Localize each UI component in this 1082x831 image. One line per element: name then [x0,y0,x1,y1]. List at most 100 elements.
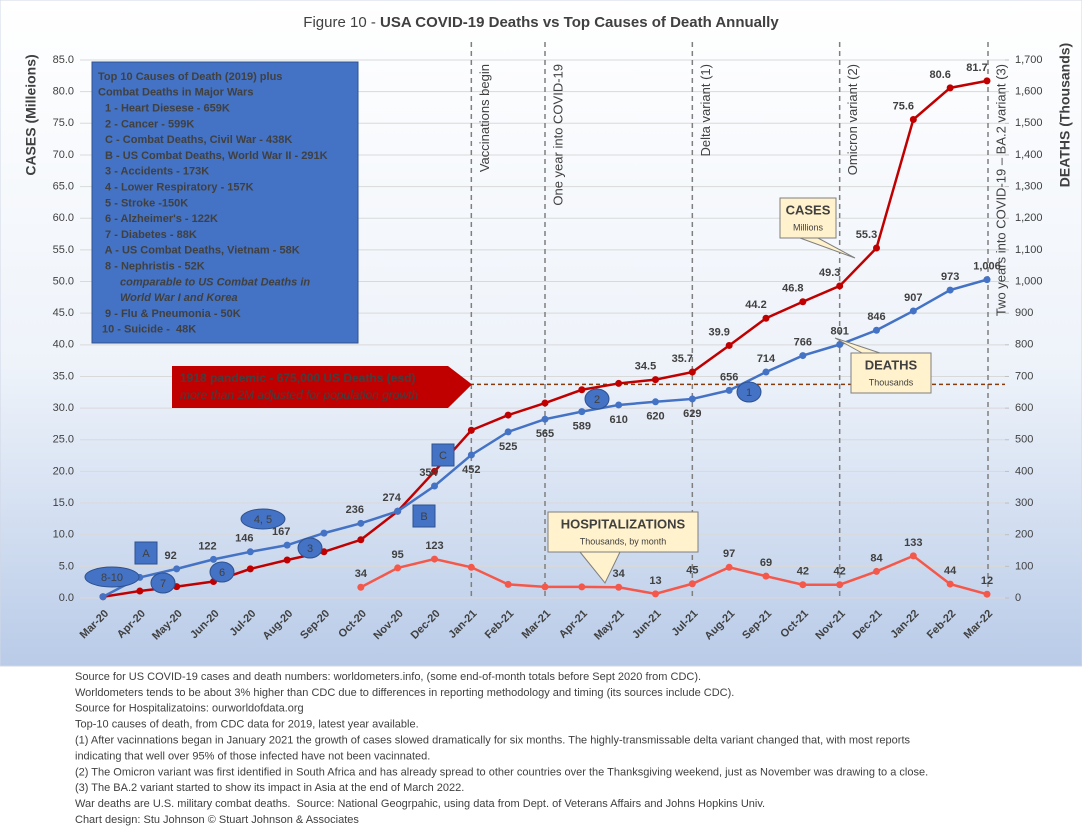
badge-label: 1 [746,387,752,399]
series-marker [909,115,917,123]
footnote: (2) The Omicron variant was first identi… [75,766,928,778]
data-label: 44.2 [745,299,766,311]
legend-sublabel: Thousands [869,377,914,387]
info-box-line: 5 - Stroke -150K [102,197,188,209]
series-marker [467,451,475,459]
series-marker [873,326,880,334]
series-marker [946,580,954,588]
y-tick-label: 25.0 [53,434,74,446]
y-tick-label: 0.0 [59,592,74,604]
y2-tick-label: 800 [1015,339,1033,351]
data-label: 97 [723,548,735,560]
series-marker [357,536,365,544]
badge [584,388,610,410]
y2-tick-label: 1,100 [1015,244,1043,256]
series-marker [836,341,844,349]
series-marker [431,467,438,475]
data-label: 39.9 [708,326,729,338]
y-tick-label: 75.0 [53,117,74,129]
data-label: 55.3 [856,229,877,241]
reference-note: more than 2M adjusted for population gro… [180,388,418,402]
data-label: 45 [686,565,698,577]
y2-tick-label: 1,600 [1015,86,1043,98]
series-marker [983,590,991,598]
series-marker [946,84,954,92]
legend-sublabel: Thousands, by month [580,536,667,546]
series-marker [210,555,217,563]
y-tick-label: 65.0 [53,180,74,192]
legend-label: DEATHS [865,357,918,372]
info-box-line: A - US Combat Deaths, Vietnam - 58K [102,245,300,257]
series-marker [652,590,659,598]
y2-tick-label: 400 [1015,465,1033,477]
series-marker [283,556,291,564]
data-label: 714 [757,353,776,365]
series-marker [725,386,733,394]
series-marker [725,563,733,571]
y-tick-label: 70.0 [53,149,74,161]
series-marker [578,583,586,591]
series-marker [615,379,623,387]
badge [736,381,762,403]
data-label: 46.8 [782,283,803,295]
data-label: 1,006 [973,261,1001,273]
series-marker [873,244,880,252]
info-box-line: 1 - Heart Diesese - 659K [102,103,230,115]
info-box-line: 2 - Cancer - 599K [102,118,194,130]
series-marker [909,552,917,560]
y-tick-label: 80.0 [53,86,74,98]
info-box [91,61,359,344]
badge-label: B [420,511,427,523]
legend-sublabel: Millions [793,222,824,232]
callout-box [547,511,699,553]
data-label: 12 [981,575,993,587]
y-axis-title: CASES (Milleions) [23,54,39,175]
series-marker [983,77,991,85]
data-label: 146 [235,533,253,545]
footnote: Chart design: Stu Johnson © Stuart Johns… [75,814,359,826]
y2-tick-label: 500 [1015,434,1033,446]
y-tick-label: 50.0 [53,275,74,287]
footnote: Source for Hospitalizatoins: ourworldofd… [75,703,304,715]
info-box-line: World War I and Korea [120,292,238,304]
data-label: 35.7 [672,353,693,365]
series-marker [652,398,659,406]
info-box-line: Top 10 Causes of Death (2019) plus [98,71,282,83]
series-marker [357,583,365,591]
data-label: 629 [683,408,701,420]
info-box-line: comparable to US Combat Deaths in [120,276,310,288]
y2-tick-label: 1,300 [1015,180,1043,192]
series-marker [467,563,475,571]
data-label: 49.3 [819,267,840,279]
badge [209,561,235,583]
data-label: 34.5 [635,361,656,373]
series-marker [688,368,696,376]
series-marker [762,572,770,580]
series-marker [246,565,254,573]
data-label: 69 [760,557,772,569]
badge [84,566,140,588]
series-marker [615,583,623,591]
series-marker [799,298,807,306]
footnote: Source for US COVID-19 cases and death n… [75,671,701,683]
y-tick-label: 30.0 [53,402,74,414]
info-box-line: 10 - Suicide - 48K [102,324,196,336]
y2-tick-label: 300 [1015,497,1033,509]
event-label: Vaccinations begin [477,64,492,172]
y2-tick-label: 100 [1015,560,1033,572]
series-marker [762,368,770,376]
series-marker [394,507,402,515]
callout-box [850,352,932,394]
event-label: Two years into COVID-19 – BA.2 variant (… [993,64,1008,316]
info-box-line: 4 - Lower Respiratory - 157K [102,182,254,194]
series-marker [983,276,991,284]
footnote: (3) The BA.2 variant started to show its… [75,782,464,794]
series-marker [578,408,586,416]
info-box-line: Combat Deaths in Major Wars [98,87,253,99]
badge-label: 4, 5 [254,514,272,526]
y2-tick-label: 0 [1015,592,1021,604]
data-label: 34 [355,568,368,580]
data-label: 452 [462,464,480,476]
y2-tick-label: 1,200 [1015,212,1043,224]
